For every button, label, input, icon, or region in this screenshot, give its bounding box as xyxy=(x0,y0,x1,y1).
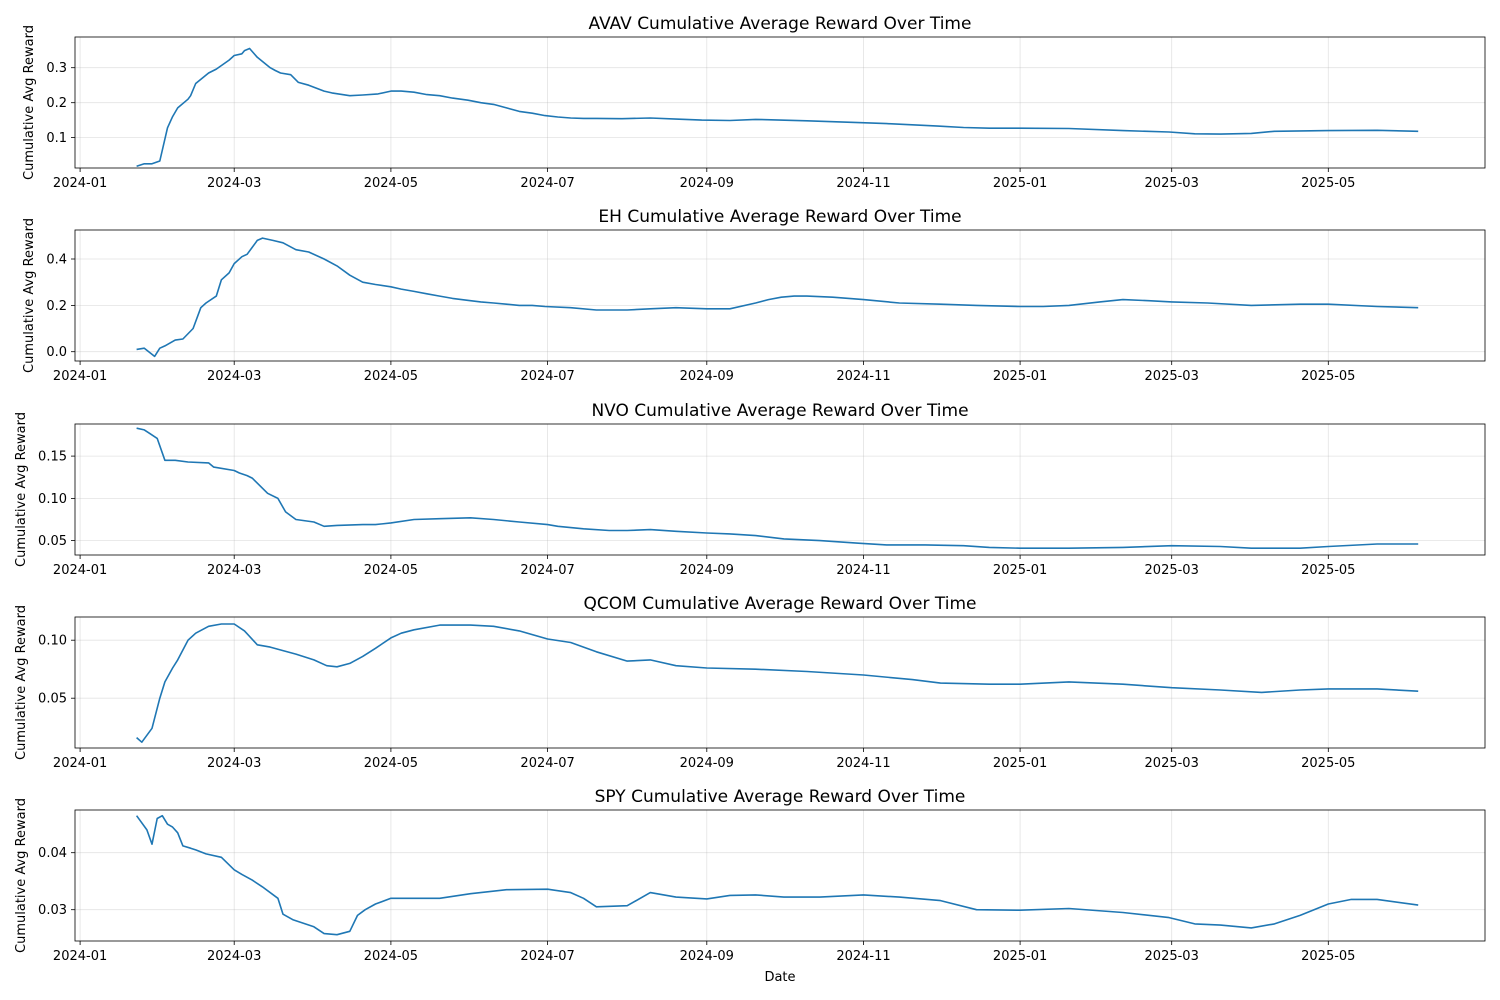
x-tick-label: 2024-01 xyxy=(53,369,107,384)
x-tick-label: 2025-05 xyxy=(1301,369,1355,384)
x-tick-label: 2024-03 xyxy=(207,756,261,771)
x-tick-label: 2024-01 xyxy=(53,756,107,771)
x-tick-label: 2024-11 xyxy=(836,756,890,771)
chart-title: EH Cumulative Average Reward Over Time xyxy=(598,207,961,227)
x-tick-label: 2024-11 xyxy=(836,949,890,964)
data-line xyxy=(136,427,1419,549)
x-tick-label: 2024-11 xyxy=(836,369,890,384)
x-axis-label: Date xyxy=(764,970,795,985)
x-tick-label: 2024-09 xyxy=(680,949,734,964)
subplot-5: 2024-01 2024-03 2024-05 2024-07 2024-09 2024-… xyxy=(14,787,1486,985)
y-tick-label: 0.2 xyxy=(46,96,67,111)
y-tick-label: 0.15 xyxy=(38,450,67,465)
x-tick-label: 2024-01 xyxy=(53,176,107,191)
y-tick-label: 0.1 xyxy=(46,131,67,146)
x-tick-label: 2024-07 xyxy=(520,949,574,964)
x-tick-label: 2024-09 xyxy=(680,369,734,384)
x-tick-label: 2025-03 xyxy=(1145,563,1199,578)
x-tick-label: 2025-03 xyxy=(1145,369,1199,384)
x-tick-label: 2025-03 xyxy=(1145,176,1199,191)
y-tick-label: 0.10 xyxy=(38,634,67,649)
x-tick-label: 2025-05 xyxy=(1301,756,1355,771)
x-tick-label: 2025-01 xyxy=(993,176,1047,191)
y-axis-label: Cumulative Avg Reward xyxy=(14,605,29,760)
x-tick-label: 2024-07 xyxy=(520,369,574,384)
y-tick-label: 0.4 xyxy=(46,253,67,268)
x-tick-label: 2024-11 xyxy=(836,176,890,191)
x-tick-label: 2024-03 xyxy=(207,563,261,578)
x-tick-label: 2025-03 xyxy=(1145,949,1199,964)
x-tick-label: 2024-09 xyxy=(680,756,734,771)
axes-frame xyxy=(74,809,1486,942)
subplot-4: 2024-01 2024-03 2024-05 2024-07 2024-09 2024-… xyxy=(14,594,1486,771)
x-tick-label: 2025-05 xyxy=(1301,563,1355,578)
subplot-3: 2024-01 2024-03 2024-05 2024-07 2024-09 2024-… xyxy=(14,401,1486,578)
y-tick-label: 0.05 xyxy=(38,692,67,707)
axes-frame xyxy=(74,229,1486,362)
x-tick-label: 2024-05 xyxy=(364,176,418,191)
x-tick-label: 2025-03 xyxy=(1145,756,1199,771)
x-tick-label: 2024-03 xyxy=(207,949,261,964)
y-axis-label: Cumulative Avg Reward xyxy=(14,412,29,567)
x-tick-label: 2024-07 xyxy=(520,756,574,771)
x-tick-label: 2024-05 xyxy=(364,756,418,771)
y-tick-label: 0.2 xyxy=(46,299,67,314)
subplot-2: 2024-01 2024-03 2024-05 2024-07 2024-09 2024-… xyxy=(22,207,1486,384)
x-tick-label: 2025-01 xyxy=(993,369,1047,384)
x-tick-label: 2025-05 xyxy=(1301,949,1355,964)
x-tick-label: 2024-11 xyxy=(836,563,890,578)
chart-title: NVO Cumulative Average Reward Over Time xyxy=(591,401,968,421)
chart-title: SPY Cumulative Average Reward Over Time xyxy=(595,787,966,807)
x-tick-label: 2024-05 xyxy=(364,563,418,578)
x-tick-label: 2025-01 xyxy=(993,949,1047,964)
y-tick-label: 0.10 xyxy=(38,492,67,507)
x-tick-label: 2025-05 xyxy=(1301,176,1355,191)
y-axis-label: Cumulative Avg Reward xyxy=(22,218,37,373)
subplot-1: 2024-01 2024-03 2024-05 2024-07 2024-09 2024-… xyxy=(22,14,1486,191)
x-tick-label: 2024-09 xyxy=(680,176,734,191)
x-tick-label: 2024-01 xyxy=(53,563,107,578)
y-axis-label: Cumulative Avg Reward xyxy=(22,25,37,180)
chart-title: QCOM Cumulative Average Reward Over Time xyxy=(584,594,977,614)
x-tick-label: 2025-01 xyxy=(993,563,1047,578)
x-tick-label: 2024-03 xyxy=(207,369,261,384)
y-axis-label: Cumulative Avg Reward xyxy=(14,798,29,953)
chart-title: AVAV Cumulative Average Reward Over Time xyxy=(589,14,972,34)
x-tick-label: 2024-01 xyxy=(53,949,107,964)
data-line xyxy=(136,47,1419,168)
data-line xyxy=(135,814,1419,936)
x-tick-label: 2024-07 xyxy=(520,176,574,191)
y-tick-label: 0.0 xyxy=(46,345,67,360)
data-line xyxy=(136,237,1419,358)
y-tick-label: 0.04 xyxy=(38,846,67,861)
axes-frame xyxy=(74,616,1486,749)
x-tick-label: 2024-09 xyxy=(680,563,734,578)
x-tick-label: 2024-05 xyxy=(364,949,418,964)
x-tick-label: 2024-05 xyxy=(364,369,418,384)
x-tick-label: 2024-07 xyxy=(520,563,574,578)
data-line xyxy=(136,623,1419,743)
x-tick-label: 2025-01 xyxy=(993,756,1047,771)
y-tick-label: 0.05 xyxy=(38,534,67,549)
y-tick-label: 0.3 xyxy=(46,61,67,76)
x-tick-label: 2024-03 xyxy=(207,176,261,191)
y-tick-label: 0.03 xyxy=(38,903,67,918)
axes-frame xyxy=(74,423,1486,556)
